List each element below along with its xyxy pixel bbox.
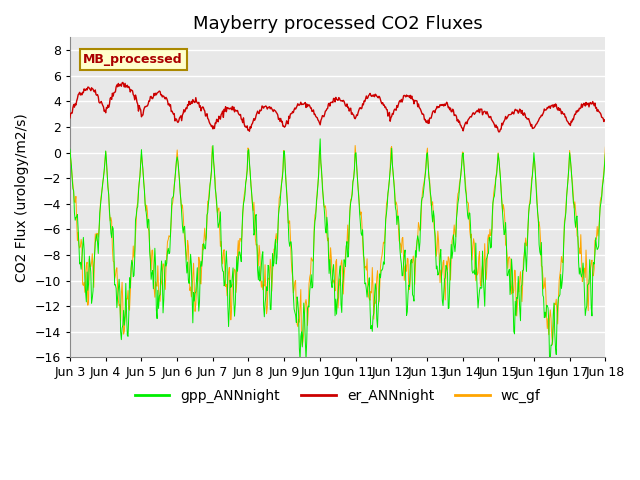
gpp_ANNnight (214, 213, 221, 218)
Text: MB_processed: MB_processed (83, 53, 183, 66)
er_ANNnight (119, 80, 127, 85)
Legend: gpp_ANNnight, er_ANNnight, wc_gf: gpp_ANNnight, er_ANNnight, wc_gf (129, 383, 546, 408)
Title: Mayberry processed CO2 Fluxes: Mayberry processed CO2 Fluxes (193, 15, 483, 33)
wc_gf (602, 144, 609, 150)
gpp_ANNnight (602, 150, 609, 156)
er_ANNnight (495, 129, 503, 135)
er_ANNnight (602, 117, 609, 122)
Y-axis label: CO2 Flux (urology/m2/s): CO2 Flux (urology/m2/s) (15, 113, 29, 282)
wc_gf (185, 267, 193, 273)
gpp_ANNnight (76, 261, 83, 267)
gpp_ANNnight (404, 291, 412, 297)
er_ANNnight (66, 115, 74, 121)
Line: gpp_ANNnight: gpp_ANNnight (70, 139, 605, 360)
Line: er_ANNnight: er_ANNnight (70, 83, 605, 132)
er_ANNnight (132, 92, 140, 98)
er_ANNnight (419, 111, 427, 117)
wc_gf (131, 248, 139, 253)
gpp_ANNnight (131, 254, 139, 260)
gpp_ANNnight (296, 358, 304, 363)
wc_gf (351, 143, 359, 148)
wc_gf (76, 245, 83, 251)
er_ANNnight (403, 94, 411, 99)
gpp_ANNnight (316, 136, 324, 142)
er_ANNnight (214, 119, 222, 125)
wc_gf (66, 149, 74, 155)
wc_gf (404, 256, 412, 262)
er_ANNnight (76, 89, 83, 95)
wc_gf (420, 181, 428, 187)
gpp_ANNnight (420, 187, 428, 193)
wc_gf (298, 343, 306, 348)
Line: wc_gf: wc_gf (70, 145, 605, 346)
er_ANNnight (186, 102, 194, 108)
gpp_ANNnight (66, 146, 74, 152)
wc_gf (214, 210, 221, 216)
gpp_ANNnight (185, 281, 193, 287)
